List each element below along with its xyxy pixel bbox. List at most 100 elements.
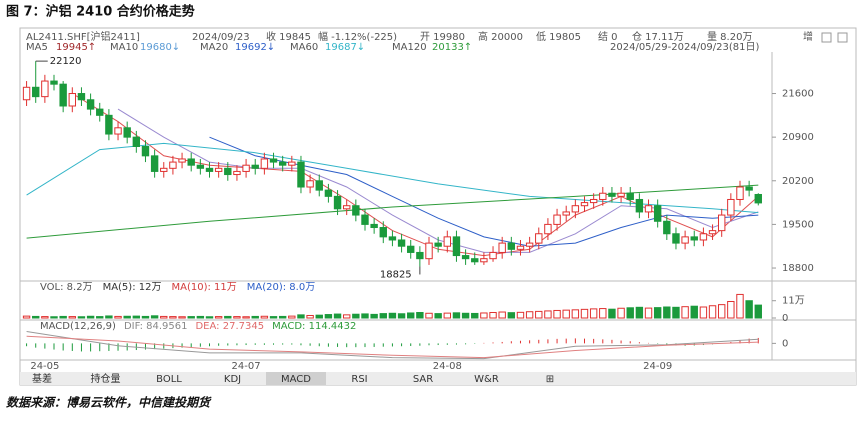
volume-bar xyxy=(617,307,625,319)
volume-bar xyxy=(690,305,698,319)
quote-field: 仓 17.11万 xyxy=(632,30,684,43)
volume-header: MA(5): 12万 xyxy=(103,282,162,293)
candle-body xyxy=(32,86,40,98)
volume-bar xyxy=(452,312,461,319)
quote-field: 高 20000 xyxy=(478,30,523,43)
tab[interactable]: W&R xyxy=(474,374,499,385)
y-tick-label: 11万 xyxy=(782,296,805,307)
ma-value: 20133↑ xyxy=(432,42,472,53)
candle-body xyxy=(196,164,205,169)
volume-bar xyxy=(233,316,241,319)
tab[interactable]: 持仓量 xyxy=(91,372,121,385)
candle-body xyxy=(407,245,415,253)
quote-field: 开 19980 xyxy=(420,32,465,43)
candle-body xyxy=(608,192,616,197)
annotation: 22120 xyxy=(50,56,82,67)
candle-body xyxy=(214,167,223,172)
candle-body xyxy=(169,161,177,169)
indicator-line xyxy=(26,335,759,359)
tab[interactable]: ⊞ xyxy=(546,374,554,385)
candle-body xyxy=(141,145,150,157)
volume-bar xyxy=(205,316,214,319)
volume-bar xyxy=(434,313,442,319)
ma-name: MA60 xyxy=(290,42,318,53)
macd-header: MACD: 114.4432 xyxy=(272,321,356,332)
ma-value: 19945↑ xyxy=(56,42,96,53)
candle-body xyxy=(41,80,49,98)
volume-bar xyxy=(589,308,598,319)
annotation: 18825 xyxy=(380,269,412,280)
x-tick-label: 24-05 xyxy=(30,361,59,372)
volume-bar xyxy=(653,307,662,319)
volume-bar xyxy=(644,307,653,319)
candle-body xyxy=(297,161,305,188)
candle-body xyxy=(599,192,607,200)
volume-bar xyxy=(141,315,150,319)
quote-field: 收 19845 xyxy=(266,30,311,43)
volume-bar xyxy=(461,312,470,319)
y-tick-label: 0 xyxy=(782,313,788,324)
candle-body xyxy=(379,227,387,238)
candle-body xyxy=(717,214,726,232)
volume-header: MA(20): 8.0万 xyxy=(247,282,315,293)
volume-bar xyxy=(663,306,671,319)
candle-body xyxy=(333,195,342,210)
volume-bar xyxy=(535,310,543,319)
quote-field: 量 8.20万 xyxy=(707,31,752,43)
volume-bar xyxy=(370,313,378,319)
volume-bar xyxy=(77,316,86,319)
volume-bar xyxy=(443,312,452,319)
volume-bar xyxy=(132,315,141,319)
volume-bar xyxy=(407,312,415,319)
tab[interactable]: 基差 xyxy=(32,372,52,385)
candle-body xyxy=(242,164,250,172)
candle-body xyxy=(288,161,296,166)
volume-bar xyxy=(571,309,580,319)
ma-name: MA10 xyxy=(110,42,138,53)
ma-name: MA120 xyxy=(392,42,427,53)
volume-bar xyxy=(397,313,406,319)
candle-body xyxy=(68,93,77,107)
ma-value: 19680↓ xyxy=(140,42,180,53)
volume-bar xyxy=(599,308,607,319)
candle-body xyxy=(123,127,131,138)
volume-bar xyxy=(342,314,351,319)
candle-body xyxy=(471,258,479,263)
candle-body xyxy=(644,205,653,213)
candle-body xyxy=(635,198,644,213)
candle-body xyxy=(535,233,543,244)
volume-bar xyxy=(544,310,552,319)
tab[interactable]: SAR xyxy=(413,374,433,385)
close-icon[interactable] xyxy=(837,32,848,43)
volume-bar xyxy=(635,306,644,319)
tab[interactable]: RSI xyxy=(351,374,367,385)
volume-header: MA(10): 11万 xyxy=(171,282,236,293)
candle-body xyxy=(653,205,662,222)
candle-body xyxy=(352,205,360,216)
volume-bar xyxy=(86,315,95,319)
tab[interactable]: BOLL xyxy=(156,374,182,385)
volume-bar xyxy=(471,312,479,319)
chart-frame xyxy=(19,27,857,386)
volume-bar xyxy=(480,312,488,319)
quote-field: 结 0 xyxy=(598,30,618,43)
volume-bar xyxy=(288,315,296,319)
candle-body xyxy=(205,167,214,172)
candle-body xyxy=(672,233,680,244)
candle-body xyxy=(516,245,525,250)
y-tick-label: 19500 xyxy=(782,219,814,230)
ma-name: MA5 xyxy=(26,42,48,53)
volume-bar xyxy=(68,316,77,319)
candle-body xyxy=(489,251,497,260)
volume-bar xyxy=(32,315,40,319)
volume-bar xyxy=(681,306,689,319)
candle-body xyxy=(315,180,323,191)
candle-body xyxy=(690,236,698,241)
tab[interactable]: KDJ xyxy=(224,374,241,385)
volume-bar xyxy=(754,304,762,319)
candle-body xyxy=(580,202,589,207)
tab[interactable]: MACD xyxy=(281,374,311,385)
settings-icon[interactable] xyxy=(821,32,832,43)
volume-bar xyxy=(580,308,589,319)
volume-bar xyxy=(114,315,122,319)
